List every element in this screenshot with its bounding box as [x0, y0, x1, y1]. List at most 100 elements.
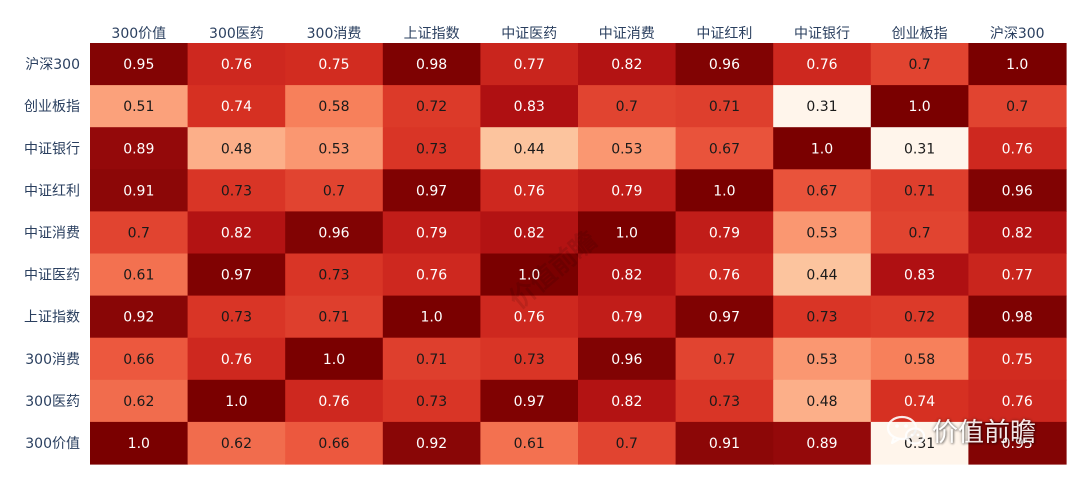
heatmap-cell [968, 43, 1067, 86]
cell-value-label: 0.73 [221, 310, 252, 326]
cell-value-label: 0.98 [1002, 310, 1033, 326]
x-tick-label: 上证指数 [404, 26, 460, 42]
cell-value-label: 0.7 [616, 436, 638, 452]
heatmap-cell [773, 253, 872, 297]
cell-value-label: 0.71 [904, 183, 935, 199]
cell-value-label: 0.97 [514, 394, 545, 410]
cell-value-label: 0.96 [318, 225, 349, 241]
cell-value-label: 0.53 [611, 141, 642, 157]
cell-value-label: 0.73 [709, 394, 740, 410]
heatmap-cell [90, 253, 189, 297]
x-tick-label: 300医药 [209, 26, 264, 42]
cell-value-label: 0.74 [904, 394, 935, 410]
heatmap-cell [90, 127, 189, 170]
cell-value-label: 0.77 [514, 57, 545, 73]
cell-value-label: 0.75 [1002, 352, 1033, 368]
cell-value-label: 0.31 [904, 141, 935, 157]
cell-value-label: 0.61 [123, 268, 154, 284]
heatmap-cell [480, 169, 579, 212]
heatmap-cell [382, 211, 481, 255]
heatmap-cell [285, 43, 384, 86]
cell-value-label: 0.73 [514, 352, 545, 368]
y-tick-label: 中证红利 [24, 183, 80, 199]
cell-value-label: 0.76 [221, 352, 252, 368]
heatmap-cell [285, 169, 384, 212]
heatmap-cell [382, 337, 481, 381]
heatmap-cell [187, 85, 286, 128]
heatmap-cell [675, 295, 774, 339]
heatmap-cell [480, 253, 579, 297]
cell-value-label: 1.0 [1006, 57, 1028, 73]
heatmap-cell [578, 253, 677, 297]
cell-value-label: 1.0 [518, 268, 540, 284]
cell-value-label: 1.0 [225, 394, 247, 410]
cell-value-label: 0.76 [318, 394, 349, 410]
cell-value-label: 0.97 [416, 183, 447, 199]
cell-value-label: 0.66 [123, 352, 154, 368]
cell-value-label: 0.76 [806, 57, 837, 73]
heatmap-cell [578, 43, 677, 86]
heatmap-cell [968, 127, 1067, 170]
cell-value-label: 0.95 [123, 57, 154, 73]
heatmap-cell [285, 337, 384, 381]
heatmap-cell [675, 169, 774, 212]
cell-value-label: 1.0 [713, 183, 735, 199]
heatmap-cell [773, 127, 872, 170]
cell-value-label: 0.7 [323, 183, 345, 199]
cell-value-label: 0.76 [1002, 394, 1033, 410]
heatmap-cell [285, 421, 384, 465]
heatmap-cell [382, 253, 481, 297]
heatmap-cell [187, 43, 286, 86]
cell-value-label: 0.82 [611, 394, 642, 410]
heatmap-cell [187, 337, 286, 381]
heatmap-cell [578, 337, 677, 381]
cell-value-label: 0.73 [806, 310, 837, 326]
cell-value-label: 0.53 [806, 225, 837, 241]
cell-value-label: 0.48 [806, 394, 837, 410]
heatmap-cell [90, 211, 189, 255]
cell-value-label: 0.82 [221, 225, 252, 241]
heatmap-cell [187, 253, 286, 297]
heatmap-cell [773, 295, 872, 339]
heatmap-cell [578, 295, 677, 339]
heatmap-cell [90, 337, 189, 381]
y-tick-label: 创业板指 [24, 99, 80, 115]
heatmap-cell [968, 337, 1067, 381]
heatmap-cell [578, 169, 677, 212]
heatmap-cell [773, 421, 872, 465]
y-tick-label: 中证银行 [24, 141, 80, 157]
cell-value-label: 0.74 [221, 99, 252, 115]
cell-value-label: 0.96 [709, 57, 740, 73]
y-tick-label: 300价值 [25, 436, 80, 452]
heatmap-cell [675, 43, 774, 86]
cell-value-label: 0.79 [611, 310, 642, 326]
heatmap-cell [773, 85, 872, 128]
cell-value-label: 1.0 [323, 352, 345, 368]
cell-value-label: 0.67 [709, 141, 740, 157]
cell-value-label: 0.83 [514, 99, 545, 115]
heatmap-cell [968, 85, 1067, 128]
cell-value-label: 0.67 [806, 183, 837, 199]
heatmap-cell [578, 421, 677, 465]
watermark-text: 价值前瞻 [932, 418, 1037, 448]
cell-value-label: 1.0 [811, 141, 833, 157]
heatmap-cell [675, 253, 774, 297]
cell-value-label: 0.7 [713, 352, 735, 368]
heatmap-cell [968, 379, 1067, 423]
heatmap-cell [285, 127, 384, 170]
heatmap-cell [285, 379, 384, 423]
heatmap-cell [187, 211, 286, 255]
y-tick-label: 中证消费 [24, 225, 80, 241]
cell-value-label: 0.89 [806, 436, 837, 452]
heatmap-cell [285, 211, 384, 255]
cell-value-label: 0.95 [1002, 436, 1033, 452]
heatmap-cell [187, 379, 286, 423]
x-tick-label: 中证消费 [599, 26, 655, 42]
cell-value-label: 1.0 [128, 436, 150, 452]
cell-value-label: 0.76 [514, 310, 545, 326]
cell-value-label: 0.66 [318, 436, 349, 452]
heatmap-cell [90, 169, 189, 212]
cell-value-label: 0.48 [221, 141, 252, 157]
x-tick-label: 300消费 [307, 26, 362, 42]
heatmap-cell [675, 211, 774, 255]
